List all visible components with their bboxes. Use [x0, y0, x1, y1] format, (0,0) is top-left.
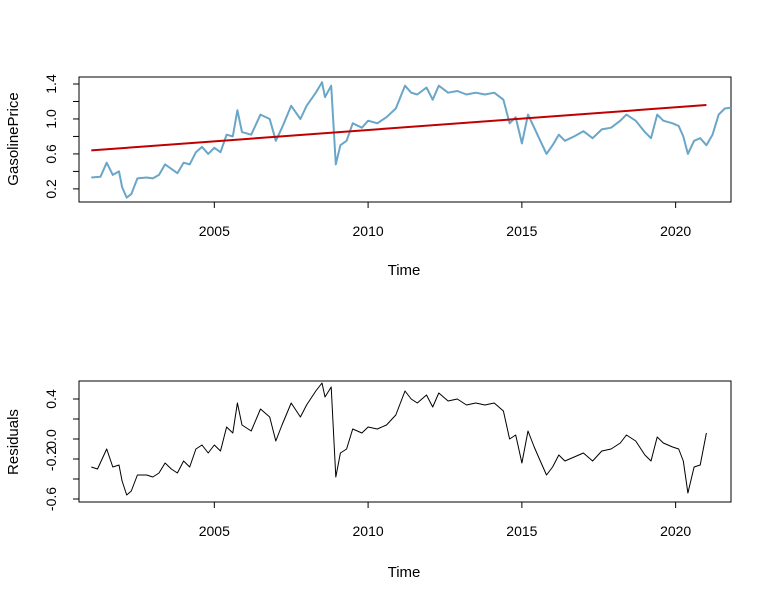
price-y-tick-label: 0.6 — [43, 144, 59, 164]
price-y-tick-label: 0.2 — [43, 179, 59, 199]
residual-x-axis-title: Time — [388, 564, 421, 581]
residual-x-axis: 2005 2010 2015 2020 — [199, 502, 691, 539]
residual-y-tick-label: 0.0 — [43, 429, 59, 449]
residual-y-tick-label: -0.6 — [43, 487, 59, 511]
price-y-tick-label: 1.4 — [43, 74, 59, 94]
price-y-tick-label: 1.0 — [43, 109, 59, 129]
residual-y-axis: -0.6 -0.20.0 0.4 — [43, 389, 79, 511]
residual-x-tick-label: 2005 — [199, 523, 230, 539]
residual-x-tick-label: 2020 — [660, 523, 691, 539]
residual-series-line-residual — [91, 382, 707, 496]
price-x-axis: 2005 2010 2015 2020 — [199, 202, 691, 239]
residual-y-tick-label: 0.4 — [43, 389, 59, 409]
price-series-layer — [91, 81, 732, 199]
residual-y-axis-title: Residuals — [5, 409, 22, 475]
residual-y-tick-label: -0.2 — [43, 447, 59, 471]
residual-series-layer — [91, 382, 707, 496]
price-x-tick-label: 2015 — [506, 223, 537, 239]
residual-plot-frame — [78, 380, 732, 503]
price-x-tick-label: 2020 — [660, 223, 691, 239]
price-x-tick-label: 2005 — [199, 223, 230, 239]
residual-panel: 2005 2010 2015 2020 -0.6 -0.20.0 0.4 Time Res… — [5, 380, 732, 581]
price-x-axis-title: Time — [388, 262, 421, 279]
price-series-line-price — [91, 81, 732, 199]
residual-x-tick-label: 2015 — [506, 523, 537, 539]
price-y-axis-title: GasolinePrice — [5, 92, 22, 185]
price-series-line-trend — [91, 104, 707, 152]
price-x-tick-label: 2010 — [353, 223, 384, 239]
price-y-axis: 0.2 0.6 1.0 1.4 — [43, 74, 79, 199]
price-panel: 2005 2010 2015 2020 0.2 0.6 1.0 1.4 Time Gasol… — [5, 74, 732, 279]
residual-x-tick-label: 2010 — [353, 523, 384, 539]
price-plot-frame — [78, 76, 732, 203]
